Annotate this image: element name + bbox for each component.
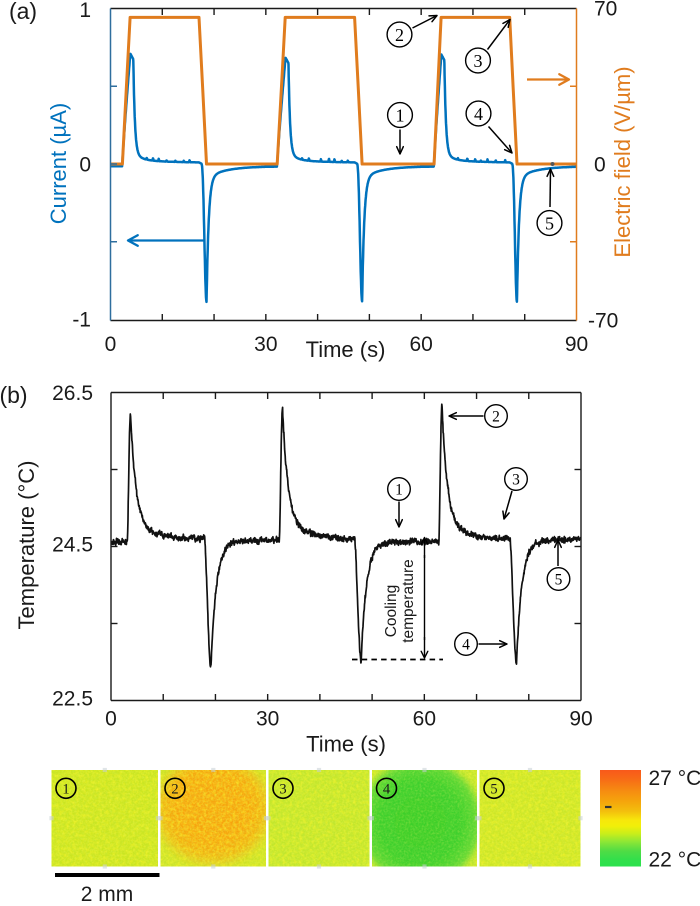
svg-text:temperature: temperature [400,559,417,643]
svg-text:5: 5 [555,572,563,589]
svg-text:2: 2 [395,25,404,45]
svg-text:0: 0 [79,154,91,177]
svg-text:Current (µA): Current (µA) [46,103,71,224]
svg-text:5: 5 [545,213,554,233]
svg-text:90: 90 [569,708,592,731]
svg-text:-70: -70 [588,310,618,333]
svg-text:90: 90 [565,333,588,356]
svg-text:0: 0 [105,708,117,731]
svg-text:30: 30 [254,333,277,356]
svg-text:1: 1 [62,781,69,797]
svg-text:3: 3 [279,781,286,797]
svg-text:3: 3 [512,472,520,489]
svg-text:24.5: 24.5 [52,534,93,557]
svg-text:22.5: 22.5 [52,688,93,711]
svg-text:4: 4 [383,781,391,797]
svg-text:(a): (a) [9,0,37,24]
svg-text:2: 2 [171,781,178,797]
svg-text:Electric field (V/µm): Electric field (V/µm) [610,66,635,257]
svg-text:60: 60 [413,708,436,731]
svg-text:4: 4 [474,104,483,124]
svg-text:27 °C: 27 °C [649,767,700,790]
svg-text:3: 3 [474,51,483,71]
svg-text:22 °C: 22 °C [649,849,700,872]
svg-text:2 mm: 2 mm [81,883,134,901]
svg-text:30: 30 [256,708,279,731]
svg-text:1: 1 [396,105,405,125]
svg-text:70: 70 [594,0,617,21]
svg-text:26.5: 26.5 [52,382,93,405]
svg-text:Time (s): Time (s) [306,337,386,362]
svg-text:5: 5 [490,781,497,797]
svg-text:0: 0 [105,333,117,356]
svg-text:4: 4 [462,637,470,654]
svg-text:1: 1 [395,482,403,499]
svg-text:Time (s): Time (s) [306,732,386,757]
svg-text:60: 60 [409,333,432,356]
svg-text:1: 1 [79,0,91,22]
svg-text:-1: -1 [72,309,91,332]
svg-text:Cooling: Cooling [383,585,400,638]
svg-text:2: 2 [492,409,500,426]
svg-text:0: 0 [594,154,606,177]
svg-text:Temperature (°C): Temperature (°C) [14,461,39,630]
svg-text:(b): (b) [0,382,28,408]
